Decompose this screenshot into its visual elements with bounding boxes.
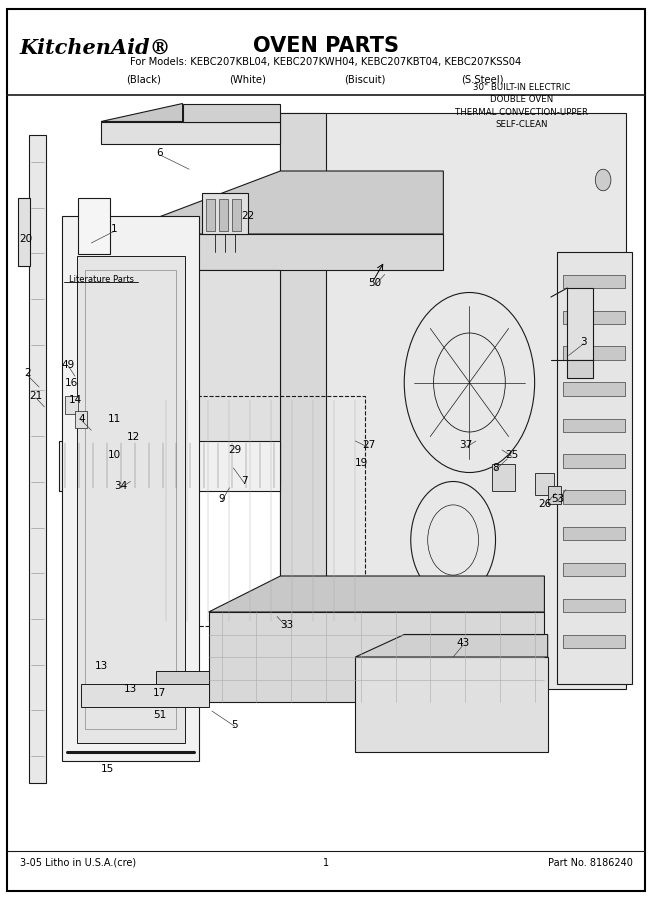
Text: 10: 10 <box>108 449 121 460</box>
Bar <box>78 198 110 254</box>
Polygon shape <box>355 634 548 657</box>
Bar <box>563 346 625 360</box>
Text: 1: 1 <box>323 858 329 868</box>
Text: 3: 3 <box>580 337 587 347</box>
Circle shape <box>595 169 611 191</box>
Text: 22: 22 <box>241 211 254 221</box>
Bar <box>18 198 30 266</box>
Bar <box>104 454 134 479</box>
Polygon shape <box>567 288 593 360</box>
Polygon shape <box>29 135 46 783</box>
Text: 16: 16 <box>65 377 78 388</box>
Bar <box>492 464 515 490</box>
Polygon shape <box>355 657 548 752</box>
Text: 4: 4 <box>78 413 85 424</box>
Bar <box>75 411 87 428</box>
Polygon shape <box>567 360 593 378</box>
Bar <box>219 199 228 231</box>
Polygon shape <box>114 234 443 270</box>
Text: 43: 43 <box>456 638 469 649</box>
Text: 20: 20 <box>20 233 33 244</box>
Text: 17: 17 <box>153 688 166 698</box>
Text: (White): (White) <box>230 75 266 85</box>
Bar <box>206 199 215 231</box>
Polygon shape <box>101 122 280 144</box>
Bar <box>140 454 163 479</box>
Text: 13: 13 <box>124 683 137 694</box>
Text: 8: 8 <box>492 463 499 473</box>
Text: 30" BUILT-IN ELECTRIC
DOUBLE OVEN
THERMAL CONVECTION-UPPER
SELF-CLEAN: 30" BUILT-IN ELECTRIC DOUBLE OVEN THERMA… <box>455 83 588 130</box>
Polygon shape <box>114 270 280 482</box>
Polygon shape <box>557 252 632 684</box>
Text: 11: 11 <box>108 413 121 424</box>
Bar <box>548 486 561 504</box>
Text: 34: 34 <box>114 481 127 491</box>
Text: 33: 33 <box>280 620 293 631</box>
Text: Part No. 8186240: Part No. 8186240 <box>548 858 632 868</box>
Text: 25: 25 <box>505 449 518 460</box>
Bar <box>563 310 625 324</box>
Polygon shape <box>156 670 209 684</box>
Bar <box>535 472 554 495</box>
Bar <box>563 274 625 288</box>
Bar <box>65 396 78 414</box>
Bar <box>563 634 625 648</box>
Bar <box>232 199 241 231</box>
Text: 49: 49 <box>62 359 75 370</box>
Text: 12: 12 <box>127 431 140 442</box>
Text: KitchenAid®: KitchenAid® <box>20 38 171 58</box>
Bar <box>77 256 185 742</box>
Text: 19: 19 <box>355 458 368 469</box>
Text: 15: 15 <box>101 764 114 775</box>
Bar <box>563 562 625 576</box>
Polygon shape <box>59 441 280 491</box>
Text: 6: 6 <box>156 148 163 158</box>
Text: 9: 9 <box>218 494 225 505</box>
Bar <box>85 270 176 729</box>
Circle shape <box>595 619 611 641</box>
Bar <box>563 454 625 468</box>
Text: 13: 13 <box>95 661 108 671</box>
Polygon shape <box>597 432 623 486</box>
Bar <box>563 526 625 540</box>
Polygon shape <box>82 684 209 706</box>
Text: For Models: KEBC207KBL04, KEBC207KWH04, KEBC207KBT04, KEBC207KSS04: For Models: KEBC207KBL04, KEBC207KWH04, … <box>130 57 522 67</box>
Text: 27: 27 <box>362 440 375 451</box>
Polygon shape <box>209 576 544 612</box>
Bar <box>202 194 248 234</box>
Text: 37: 37 <box>460 440 473 451</box>
Polygon shape <box>101 104 183 122</box>
Text: 14: 14 <box>68 395 82 406</box>
Text: 29: 29 <box>228 445 241 455</box>
Bar <box>563 418 625 432</box>
Text: (Biscuit): (Biscuit) <box>344 75 386 85</box>
Text: 26: 26 <box>538 499 551 509</box>
Polygon shape <box>209 612 544 702</box>
Text: OVEN PARTS: OVEN PARTS <box>253 36 399 56</box>
Bar <box>563 491 625 504</box>
Text: Literature Parts: Literature Parts <box>68 274 134 284</box>
Text: 21: 21 <box>29 391 42 401</box>
Polygon shape <box>114 171 443 234</box>
Bar <box>563 598 625 612</box>
Text: 53: 53 <box>551 494 564 505</box>
Text: 1: 1 <box>111 224 117 235</box>
Text: (Black): (Black) <box>126 75 161 85</box>
Polygon shape <box>183 104 280 122</box>
Text: 51: 51 <box>153 710 166 721</box>
Polygon shape <box>280 112 626 688</box>
Polygon shape <box>62 216 199 760</box>
Bar <box>563 382 625 396</box>
Text: 50: 50 <box>368 278 381 289</box>
Text: 5: 5 <box>231 719 238 730</box>
Text: 3-05 Litho in U.S.A.(cre): 3-05 Litho in U.S.A.(cre) <box>20 858 136 868</box>
Text: 7: 7 <box>241 476 248 487</box>
Text: (S.Steel): (S.Steel) <box>461 75 504 85</box>
Polygon shape <box>280 112 326 688</box>
Text: 2: 2 <box>24 368 31 379</box>
Circle shape <box>595 394 611 416</box>
